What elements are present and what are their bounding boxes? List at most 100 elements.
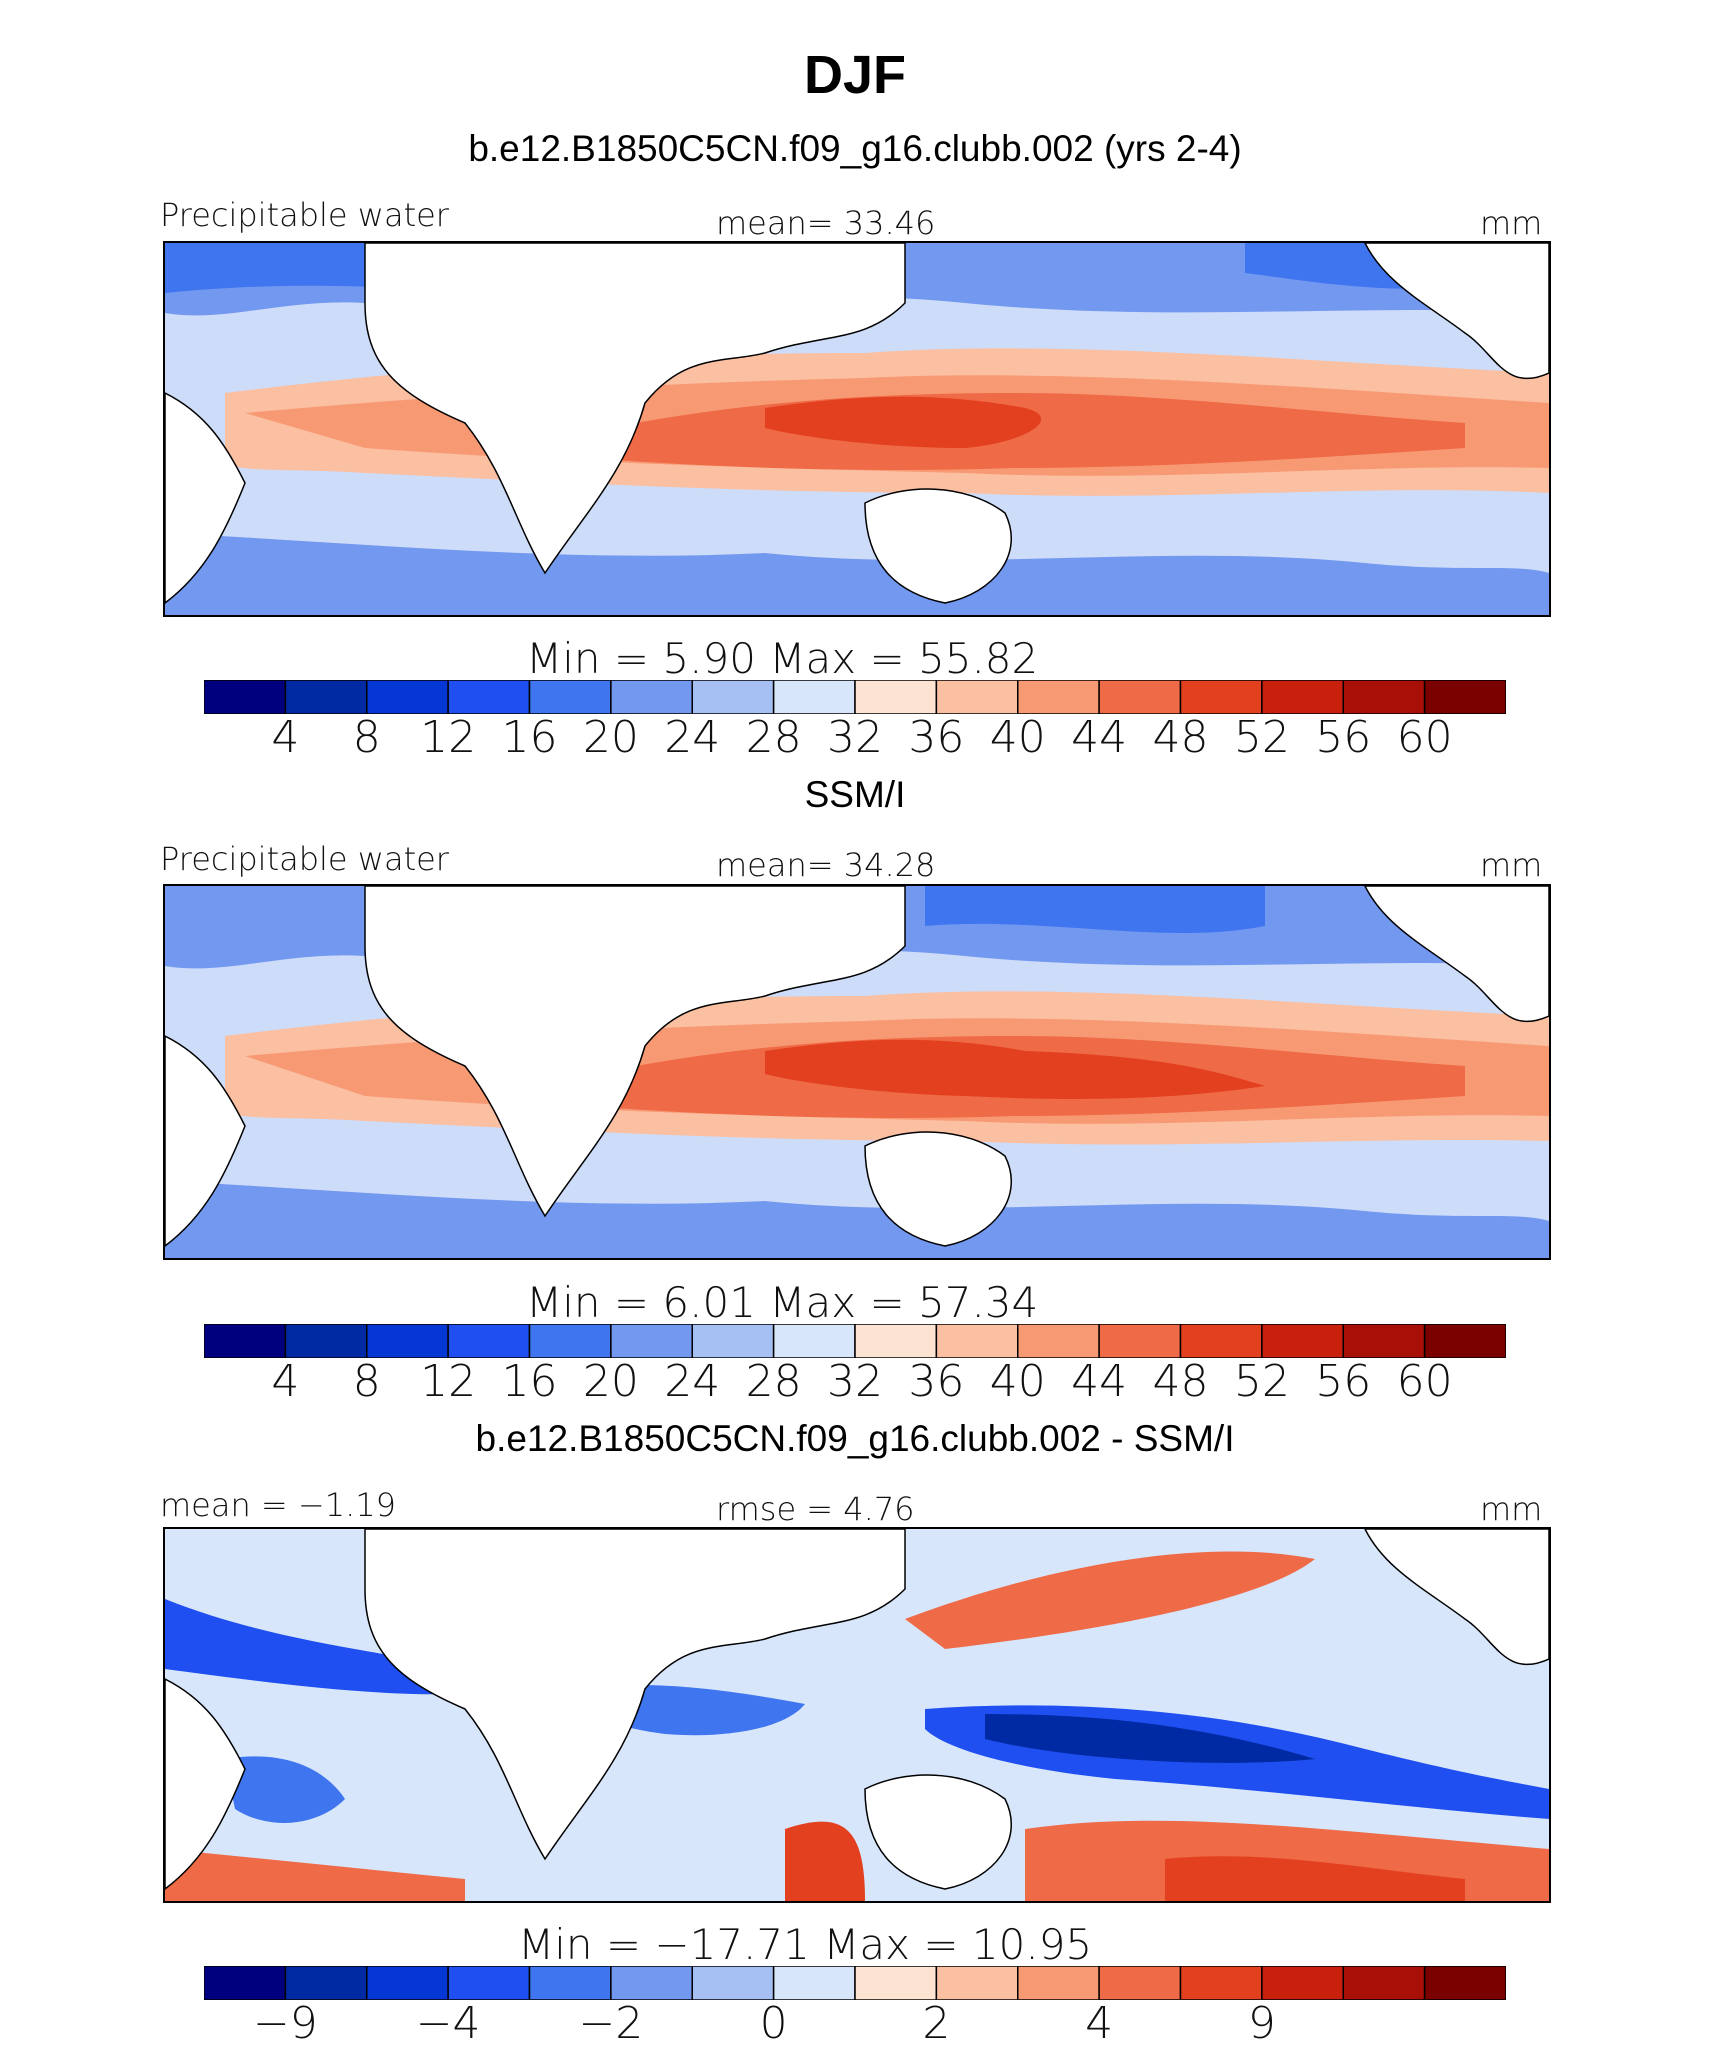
colorbar-tick-label: 56 — [1315, 712, 1372, 763]
colorbar-box — [284, 1324, 368, 1358]
panel-2-units-label: mm — [1480, 846, 1543, 884]
colorbar-box — [1342, 680, 1426, 714]
panel-2-mean-label: mean= 34.28 — [716, 846, 936, 884]
colorbar-box — [366, 680, 449, 714]
colorbar-box — [366, 1966, 449, 2000]
colorbar-tick-label: 16 — [501, 1356, 558, 1407]
colorbar-tick-label: 9 — [1247, 1998, 1276, 2049]
colorbar-tick-label: 40 — [989, 1356, 1046, 1407]
panel-1-colorbar — [204, 680, 1506, 714]
panel-3-mean-label: mean = −1.19 — [160, 1486, 396, 1524]
figure-title: DJF — [803, 45, 906, 105]
colorbar-box — [935, 680, 1019, 714]
colorbar-box — [1098, 1966, 1182, 2000]
colorbar-tick-label: 24 — [664, 1356, 721, 1407]
colorbar-box — [1261, 1966, 1344, 2000]
colorbar-tick-label: 60 — [1396, 712, 1453, 763]
panel-3-map — [163, 1527, 1551, 1903]
colorbar-tick-label: 36 — [908, 712, 965, 763]
colorbar-box — [284, 680, 368, 714]
colorbar-box — [1017, 680, 1100, 714]
colorbar-tick-label: 44 — [1071, 712, 1128, 763]
colorbar-tick-label: 36 — [908, 1356, 965, 1407]
panel-2-colorbar — [204, 1324, 1506, 1358]
panel-2-minmax-label: Min = 6.01 Max = 57.34 — [526, 1278, 1039, 1327]
colorbar-tick-label: 52 — [1233, 712, 1290, 763]
colorbar-box — [854, 1966, 938, 2000]
colorbar-box — [1342, 1966, 1426, 2000]
colorbar-box — [284, 1966, 368, 2000]
colorbar-tick-label: 48 — [1152, 1356, 1209, 1407]
colorbar-tick-label: 40 — [989, 712, 1046, 763]
colorbar-tick-label: −9 — [252, 1998, 318, 2049]
colorbar-box — [935, 1324, 1019, 1358]
colorbar-box — [1261, 1324, 1344, 1358]
colorbar-tick-label: 56 — [1315, 1356, 1372, 1407]
colorbar-box — [204, 1324, 287, 1358]
colorbar-box — [1342, 1324, 1426, 1358]
colorbar-box — [366, 1324, 449, 1358]
colorbar-tick-label: 16 — [501, 712, 558, 763]
colorbar-box — [1179, 1324, 1263, 1358]
panel-1-title: b.e12.B1850C5CN.f09_g16.clubb.002 (yrs 2… — [468, 128, 1242, 169]
panel-3-title: b.e12.B1850C5CN.f09_g16.clubb.002 - SSM/… — [475, 1418, 1235, 1459]
panel-1-variable-label: Precipitable water — [160, 196, 449, 234]
panel-2-colorbar-ticks: 4 8 12 16 20 24 28 32 36 40 44 48 52 56 60 — [0, 1356, 1710, 1410]
colorbar-tick-label: 2 — [922, 1998, 951, 2049]
colorbar-tick-label: 20 — [582, 712, 639, 763]
colorbar-tick-label: 0 — [759, 1998, 788, 2049]
colorbar-tick-label: 28 — [745, 712, 802, 763]
colorbar-tick-label: 12 — [420, 1356, 477, 1407]
panel-3-colorbar — [204, 1966, 1506, 2000]
colorbar-box — [1017, 1324, 1100, 1358]
colorbar-box — [772, 1324, 856, 1358]
colorbar-tick-label: 20 — [582, 1356, 639, 1407]
colorbar-box — [854, 1324, 938, 1358]
panel-1-colorbar-ticks: 4 8 12 16 20 24 28 32 36 40 44 48 52 56 60 — [0, 712, 1710, 766]
colorbar-tick-label: 4 — [271, 712, 300, 763]
colorbar-box — [610, 1966, 693, 2000]
colorbar-box — [1179, 1966, 1263, 2000]
colorbar-tick-label: 4 — [271, 1356, 300, 1407]
colorbar-tick-label: 32 — [827, 1356, 883, 1407]
panel-1-mean-label: mean= 33.46 — [716, 204, 936, 242]
colorbar-tick-label: 4 — [1085, 1998, 1114, 2049]
panel-2-variable-label: Precipitable water — [160, 840, 449, 878]
colorbar-tick-label: 32 — [827, 712, 883, 763]
colorbar-tick-label: 24 — [664, 712, 721, 763]
colorbar-box — [204, 1966, 287, 2000]
panel-3-colorbar-ticks: −9 −4 −2 0 2 4 9 — [0, 1998, 1710, 2049]
colorbar-box — [447, 680, 531, 714]
colorbar-tick-label: −2 — [578, 1998, 644, 2049]
panel-1-minmax-label: Min = 5.90 Max = 55.82 — [526, 634, 1039, 683]
panel-2-title: SSM/I — [804, 774, 906, 815]
colorbar-box — [1423, 1966, 1506, 2000]
colorbar-box — [1261, 680, 1344, 714]
colorbar-box — [691, 1324, 775, 1358]
colorbar-box — [935, 1966, 1019, 2000]
colorbar-tick-label: −4 — [415, 1998, 481, 2049]
colorbar-tick-label: 28 — [745, 1356, 802, 1407]
colorbar-tick-label: 8 — [352, 712, 381, 763]
colorbar-box — [447, 1324, 531, 1358]
colorbar-tick-label: 44 — [1071, 1356, 1128, 1407]
colorbar-box — [854, 680, 938, 714]
panel-3-units-label: mm — [1480, 1490, 1543, 1528]
colorbar-box — [528, 680, 612, 714]
panel-1-units-label: mm — [1480, 204, 1543, 242]
colorbar-tick-label: 60 — [1396, 1356, 1453, 1407]
colorbar-box — [1423, 680, 1506, 714]
colorbar-box — [610, 680, 693, 714]
colorbar-box — [1098, 1324, 1182, 1358]
colorbar-tick-label: 8 — [352, 1356, 381, 1407]
colorbar-box — [772, 1966, 856, 2000]
colorbar-box — [1423, 1324, 1506, 1358]
colorbar-box — [1098, 680, 1182, 714]
colorbar-box — [1017, 1966, 1100, 2000]
colorbar-box — [691, 680, 775, 714]
colorbar-tick-label: 52 — [1233, 1356, 1290, 1407]
panel-3-minmax-label: Min = −17.71 Max = 10.95 — [518, 1920, 1093, 1969]
colorbar-box — [1179, 680, 1263, 714]
colorbar-box — [772, 680, 856, 714]
panel-3-rmse-label: rmse = 4.76 — [716, 1490, 915, 1528]
